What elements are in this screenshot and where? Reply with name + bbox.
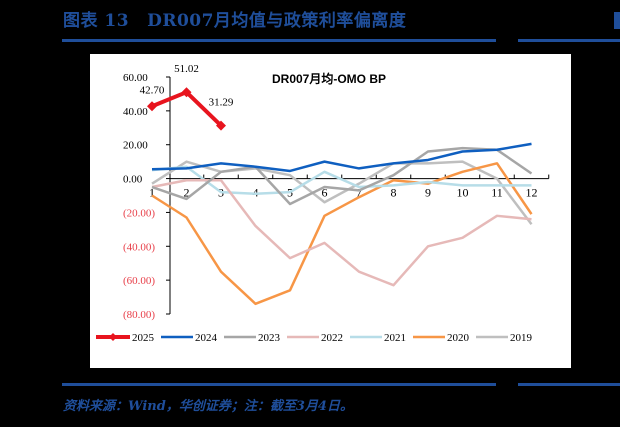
legend-label: 2022 [321,332,343,344]
y-tick-label: (80.00) [123,309,155,321]
legend-label: 2019 [510,332,533,344]
line-chart: 60.00 40.00 20.00 0.00 (20.00) (40.00) (60.00)… [96,63,550,344]
data-point-marker [216,120,226,131]
data-label: 51.02 [174,63,199,75]
legend-item-2019: 2019 [476,332,533,344]
legend-label: 2023 [258,332,281,344]
x-tick-label: 2 [184,186,190,200]
y-tick-label: 40.00 [123,106,148,118]
y-tick-label: (60.00) [123,275,155,287]
legend-item-2024: 2024 [161,332,218,344]
y-tick-label: 60.00 [123,72,148,84]
source-note: 资料来源：Wind，华创证券；注：截至3月4日。 [63,399,353,414]
y-tick-label: (20.00) [123,207,155,219]
series-line-2020 [151,162,533,306]
series-lines [147,87,533,306]
x-tick-label: 11 [491,186,503,200]
data-label: 31.29 [209,97,234,109]
x-axis: 1 2 3 4 5 6 7 8 9 10 11 12 [149,174,550,200]
x-tick-label: 6 [322,186,328,200]
y-tick-label: 0.00 [123,174,143,186]
x-tick-label: 8 [391,186,397,200]
chart-title: DR007月均-OMO BP [272,71,386,86]
data-labels: 42.70 51.02 31.29 [140,63,234,108]
figure-number: 图表 13 [63,11,130,31]
legend-label: 2024 [195,332,218,344]
series-line-2021 [151,165,532,196]
title-rule [62,39,496,42]
adjacent-source-rule [518,383,620,386]
x-tick-label: 10 [457,186,469,200]
data-label: 42.70 [140,84,165,96]
x-tick-label: 12 [526,186,538,200]
chart-panel: 60.00 40.00 20.00 0.00 (20.00) (40.00) (60.00)… [90,54,571,368]
x-tick-label: 1 [149,186,155,200]
legend-item-2023: 2023 [224,332,281,344]
data-point-marker [181,87,192,98]
data-point-marker [147,101,157,112]
y-axis: 60.00 40.00 20.00 0.00 (20.00) (40.00) (60.00)… [123,72,171,321]
legend-item-2025: 2025 [96,332,155,344]
legend-item-2020: 2020 [413,332,470,344]
adjacent-title-rule [518,39,620,42]
figure-title-text: DR007月均值与政策利率偏离度 [147,11,407,31]
series-line-2019 [151,160,533,226]
x-tick-label: 9 [425,186,431,200]
legend: 2025 2024 2023 2022 2021 2020 2019 [96,332,533,344]
figure-title: 图表 13 DR007月均值与政策利率偏离度 [63,6,406,31]
y-tick-label: (40.00) [123,241,155,253]
legend-label: 2025 [132,332,155,344]
legend-label: 2020 [447,332,470,344]
x-tick-label: 7 [356,186,362,200]
legend-item-2021: 2021 [350,332,406,344]
y-tick-label: 20.00 [123,140,148,152]
series-line-2023 [151,146,533,206]
adjacent-figure-title-fragment [614,12,620,29]
legend-label: 2021 [384,332,406,344]
source-rule [62,383,496,386]
series-line-2022 [151,179,532,287]
series-line-2024 [151,142,532,173]
legend-item-2022: 2022 [287,332,343,344]
